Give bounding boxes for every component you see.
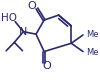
Text: O: O: [28, 1, 36, 11]
Text: O: O: [42, 61, 51, 71]
Text: Me: Me: [87, 30, 99, 39]
Text: Me: Me: [87, 48, 99, 57]
Text: N: N: [19, 27, 28, 37]
Text: HO: HO: [1, 13, 17, 23]
